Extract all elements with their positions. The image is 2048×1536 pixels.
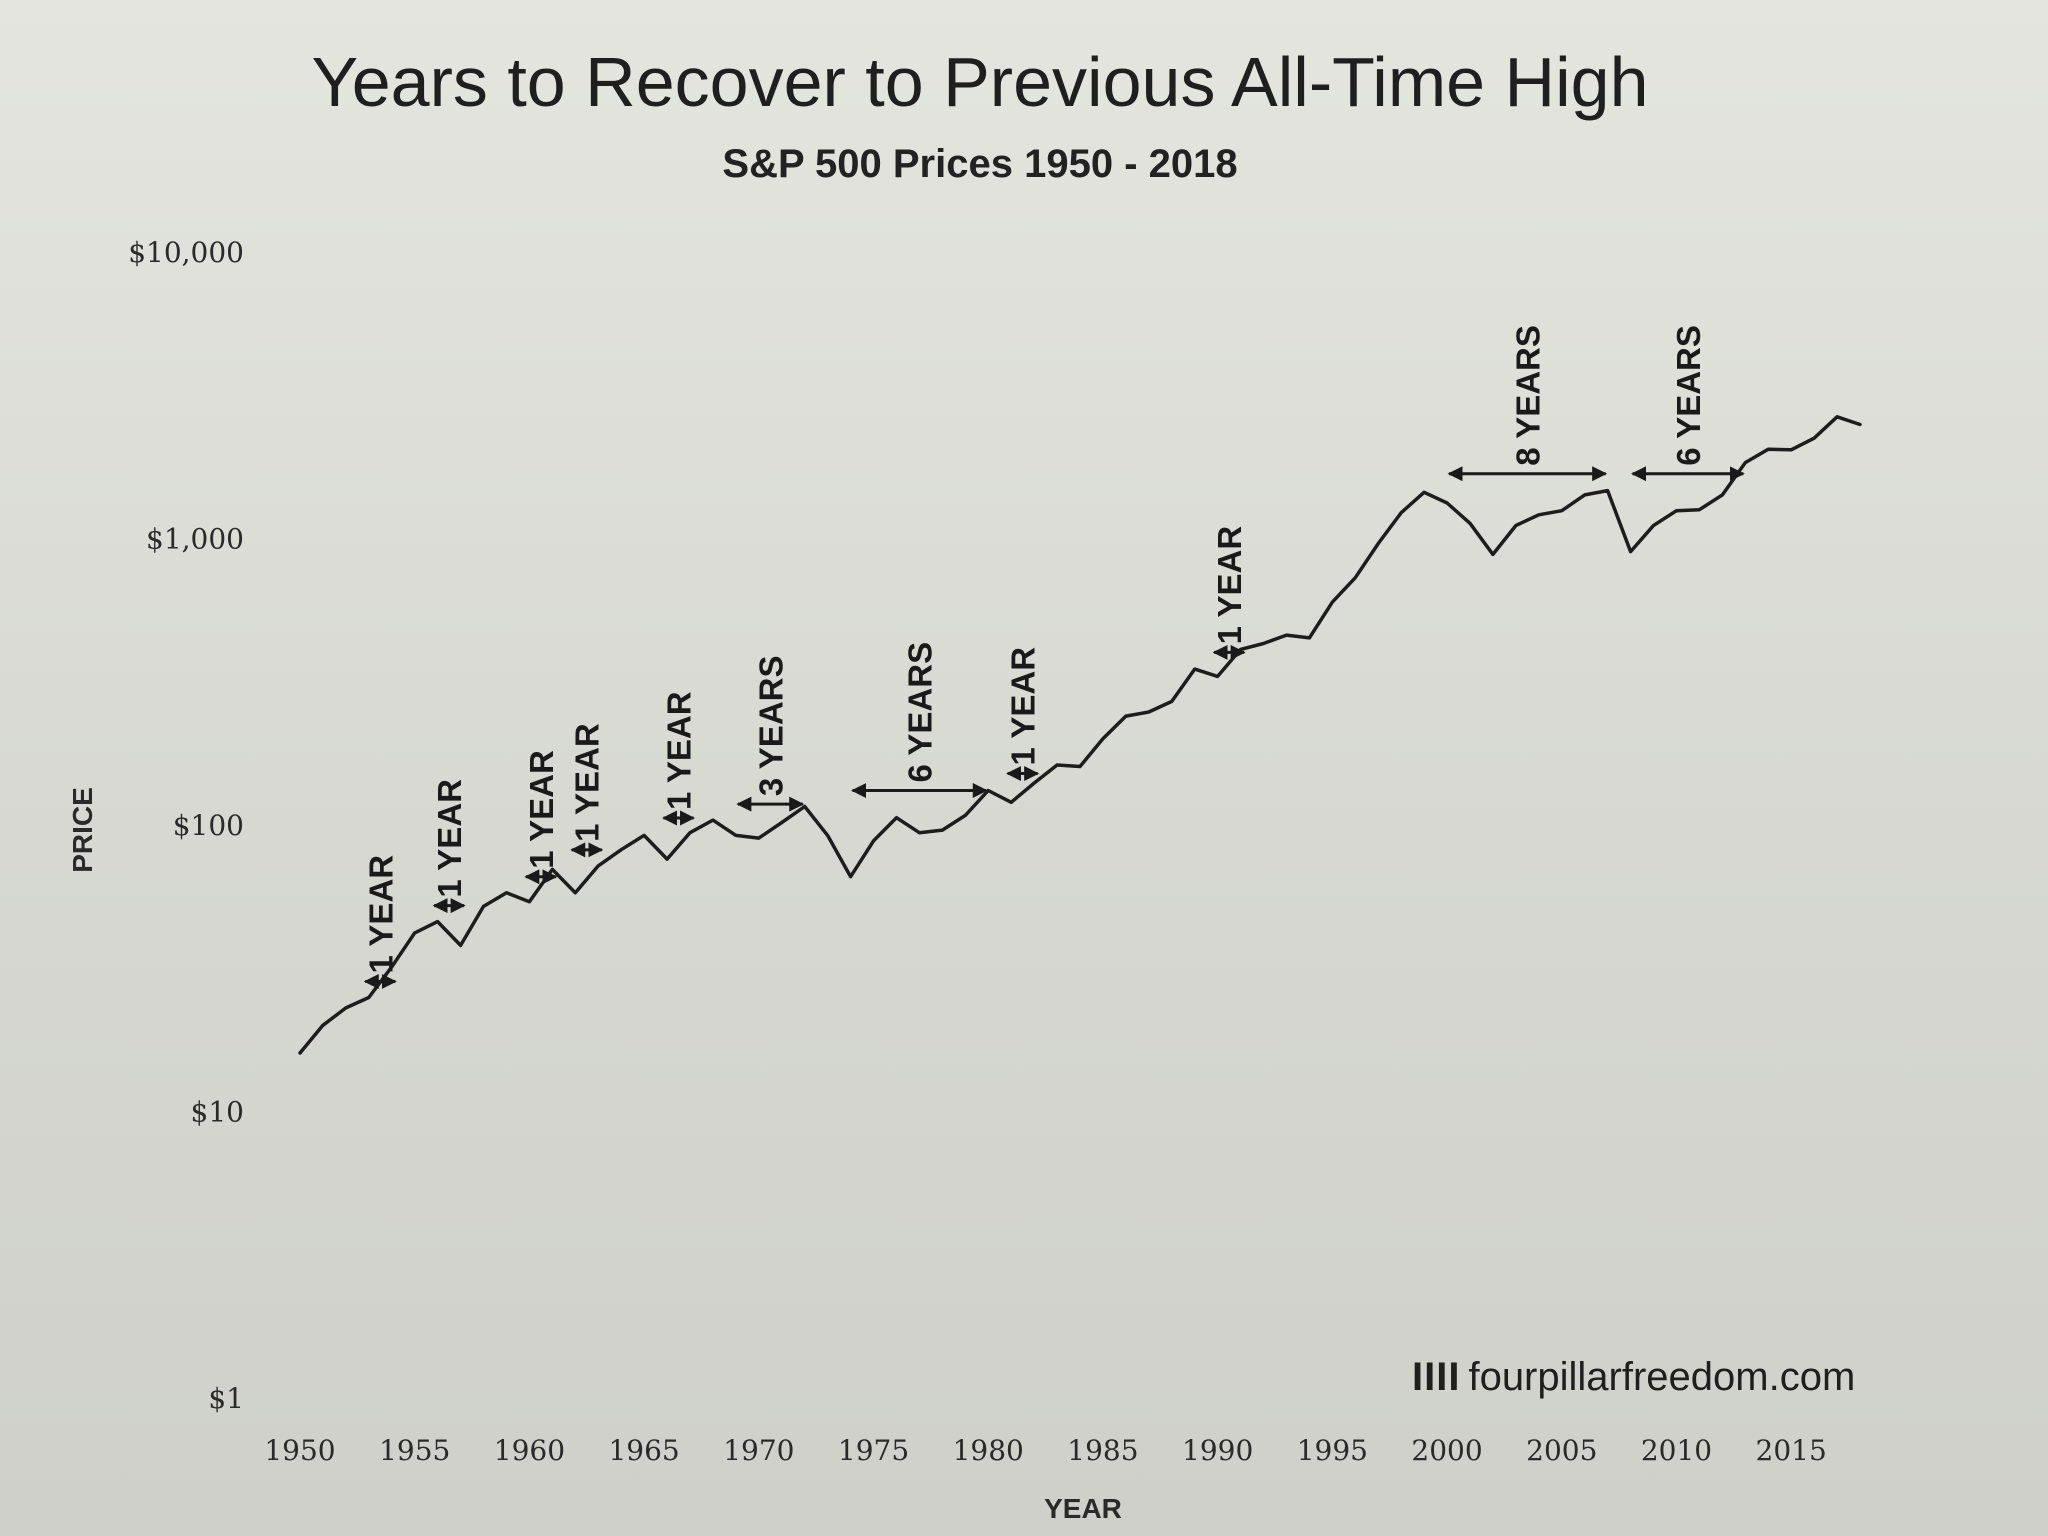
y-axis-title: PRICE xyxy=(67,787,98,873)
recovery-label: 1 YEAR xyxy=(431,779,468,898)
x-tick-label: 1970 xyxy=(723,1434,794,1467)
x-tick-label: 1995 xyxy=(1297,1434,1368,1467)
y-tick-label: $1 xyxy=(208,1382,244,1415)
y-tick-label: $1,000 xyxy=(146,523,244,556)
x-tick-label: 1965 xyxy=(608,1434,679,1467)
watermark-text: fourpillarfreedom.com xyxy=(1468,1355,1856,1399)
series-line xyxy=(298,415,1862,1055)
recovery-label: 1 YEAR xyxy=(523,750,560,869)
x-tick-label: 1955 xyxy=(379,1434,450,1467)
recovery-annotation: 6 YEARS xyxy=(1631,325,1745,482)
recovery-annotation: 1 YEAR xyxy=(1005,647,1042,782)
x-axis-ticks: 1950 1955 1960 1965 1970 1975 1980 1985 1990 1995… xyxy=(264,1434,1826,1467)
recovery-label: 8 YEARS xyxy=(1509,325,1546,466)
recovery-annotation: 1 YEAR xyxy=(569,723,606,858)
y-tick-label: $10 xyxy=(191,1096,244,1129)
recovery-label: 6 YEARS xyxy=(901,642,938,783)
x-tick-label: 1985 xyxy=(1067,1434,1138,1467)
x-tick-label: 2005 xyxy=(1526,1434,1597,1467)
recovery-label: 1 YEAR xyxy=(1005,647,1042,766)
recovery-label: 1 YEAR xyxy=(362,855,399,974)
recovery-label: 1 YEAR xyxy=(661,691,698,810)
recovery-label: 1 YEAR xyxy=(1211,526,1248,645)
x-tick-label: 2010 xyxy=(1641,1434,1712,1467)
recovery-annotation: 1 YEAR xyxy=(661,691,698,826)
recovery-annotation: 8 YEARS xyxy=(1447,325,1608,482)
x-tick-label: 1980 xyxy=(953,1434,1024,1467)
recovery-annotation: 1 YEAR xyxy=(431,779,468,914)
recovery-annotation: 3 YEARS xyxy=(736,655,805,812)
recovery-annotation: 6 YEARS xyxy=(851,642,988,799)
x-tick-label: 2000 xyxy=(1411,1434,1482,1467)
recovery-annotation: 1 YEAR xyxy=(1211,526,1248,660)
chart-subtitle: S&P 500 Prices 1950 - 2018 xyxy=(722,142,1238,186)
recovery-label: 6 YEARS xyxy=(1670,325,1707,466)
y-axis-ticks: $1 $10 $100 $1,000 $10,000 xyxy=(128,236,244,1415)
recovery-label: 1 YEAR xyxy=(569,723,606,842)
x-tick-label: 1975 xyxy=(838,1434,909,1467)
x-tick-label: 1960 xyxy=(494,1434,565,1467)
y-tick-label: $10,000 xyxy=(128,236,244,269)
x-tick-label: 2015 xyxy=(1756,1434,1827,1467)
x-tick-label: 1990 xyxy=(1182,1434,1253,1467)
recovery-annotation: 1 YEAR xyxy=(362,855,399,989)
recovery-annotation: 1 YEAR xyxy=(523,750,560,885)
watermark: IIII fourpillarfreedom.com xyxy=(1412,1355,1855,1400)
series-group xyxy=(298,415,1862,1055)
y-tick-label: $100 xyxy=(173,809,244,842)
recovery-label: 3 YEARS xyxy=(752,655,789,796)
logo-mark: IIII xyxy=(1412,1355,1461,1399)
x-tick-label: 1950 xyxy=(264,1434,335,1467)
chart-title: Years to Recover to Previous All-Time Hi… xyxy=(311,43,1649,121)
x-axis-title: YEAR xyxy=(1044,1493,1122,1524)
